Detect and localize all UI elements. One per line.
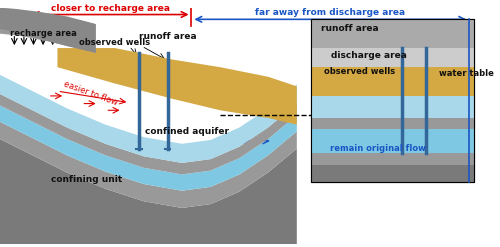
- Bar: [311, 96, 474, 118]
- Bar: [311, 48, 474, 67]
- Text: far away from discharge area: far away from discharge area: [256, 8, 406, 17]
- Bar: [311, 118, 474, 129]
- Text: runoff area: runoff area: [320, 24, 378, 33]
- Polygon shape: [0, 8, 96, 53]
- Text: easier to flow: easier to flow: [62, 79, 119, 107]
- Text: discharge area: discharge area: [330, 51, 406, 60]
- Text: recharge area: recharge area: [10, 29, 76, 38]
- Text: observed wells: observed wells: [324, 67, 394, 76]
- Bar: [311, 19, 474, 182]
- Polygon shape: [0, 75, 297, 163]
- Bar: [311, 129, 474, 153]
- Polygon shape: [0, 139, 297, 244]
- Bar: [311, 67, 474, 96]
- Bar: [311, 165, 474, 182]
- Bar: [311, 19, 474, 182]
- Bar: [311, 19, 474, 48]
- Polygon shape: [0, 8, 96, 53]
- Text: runoff area: runoff area: [138, 32, 196, 41]
- Polygon shape: [58, 48, 297, 125]
- Polygon shape: [0, 105, 297, 191]
- Text: remain original flow: remain original flow: [330, 144, 426, 153]
- Text: closer to recharge area: closer to recharge area: [50, 4, 170, 13]
- Text: confining unit: confining unit: [50, 175, 122, 184]
- Text: water table: water table: [438, 69, 494, 78]
- Bar: [311, 153, 474, 165]
- Polygon shape: [0, 122, 297, 208]
- Text: observed wells: observed wells: [80, 39, 150, 47]
- Text: confined aquifer: confined aquifer: [144, 127, 228, 136]
- Polygon shape: [0, 94, 297, 174]
